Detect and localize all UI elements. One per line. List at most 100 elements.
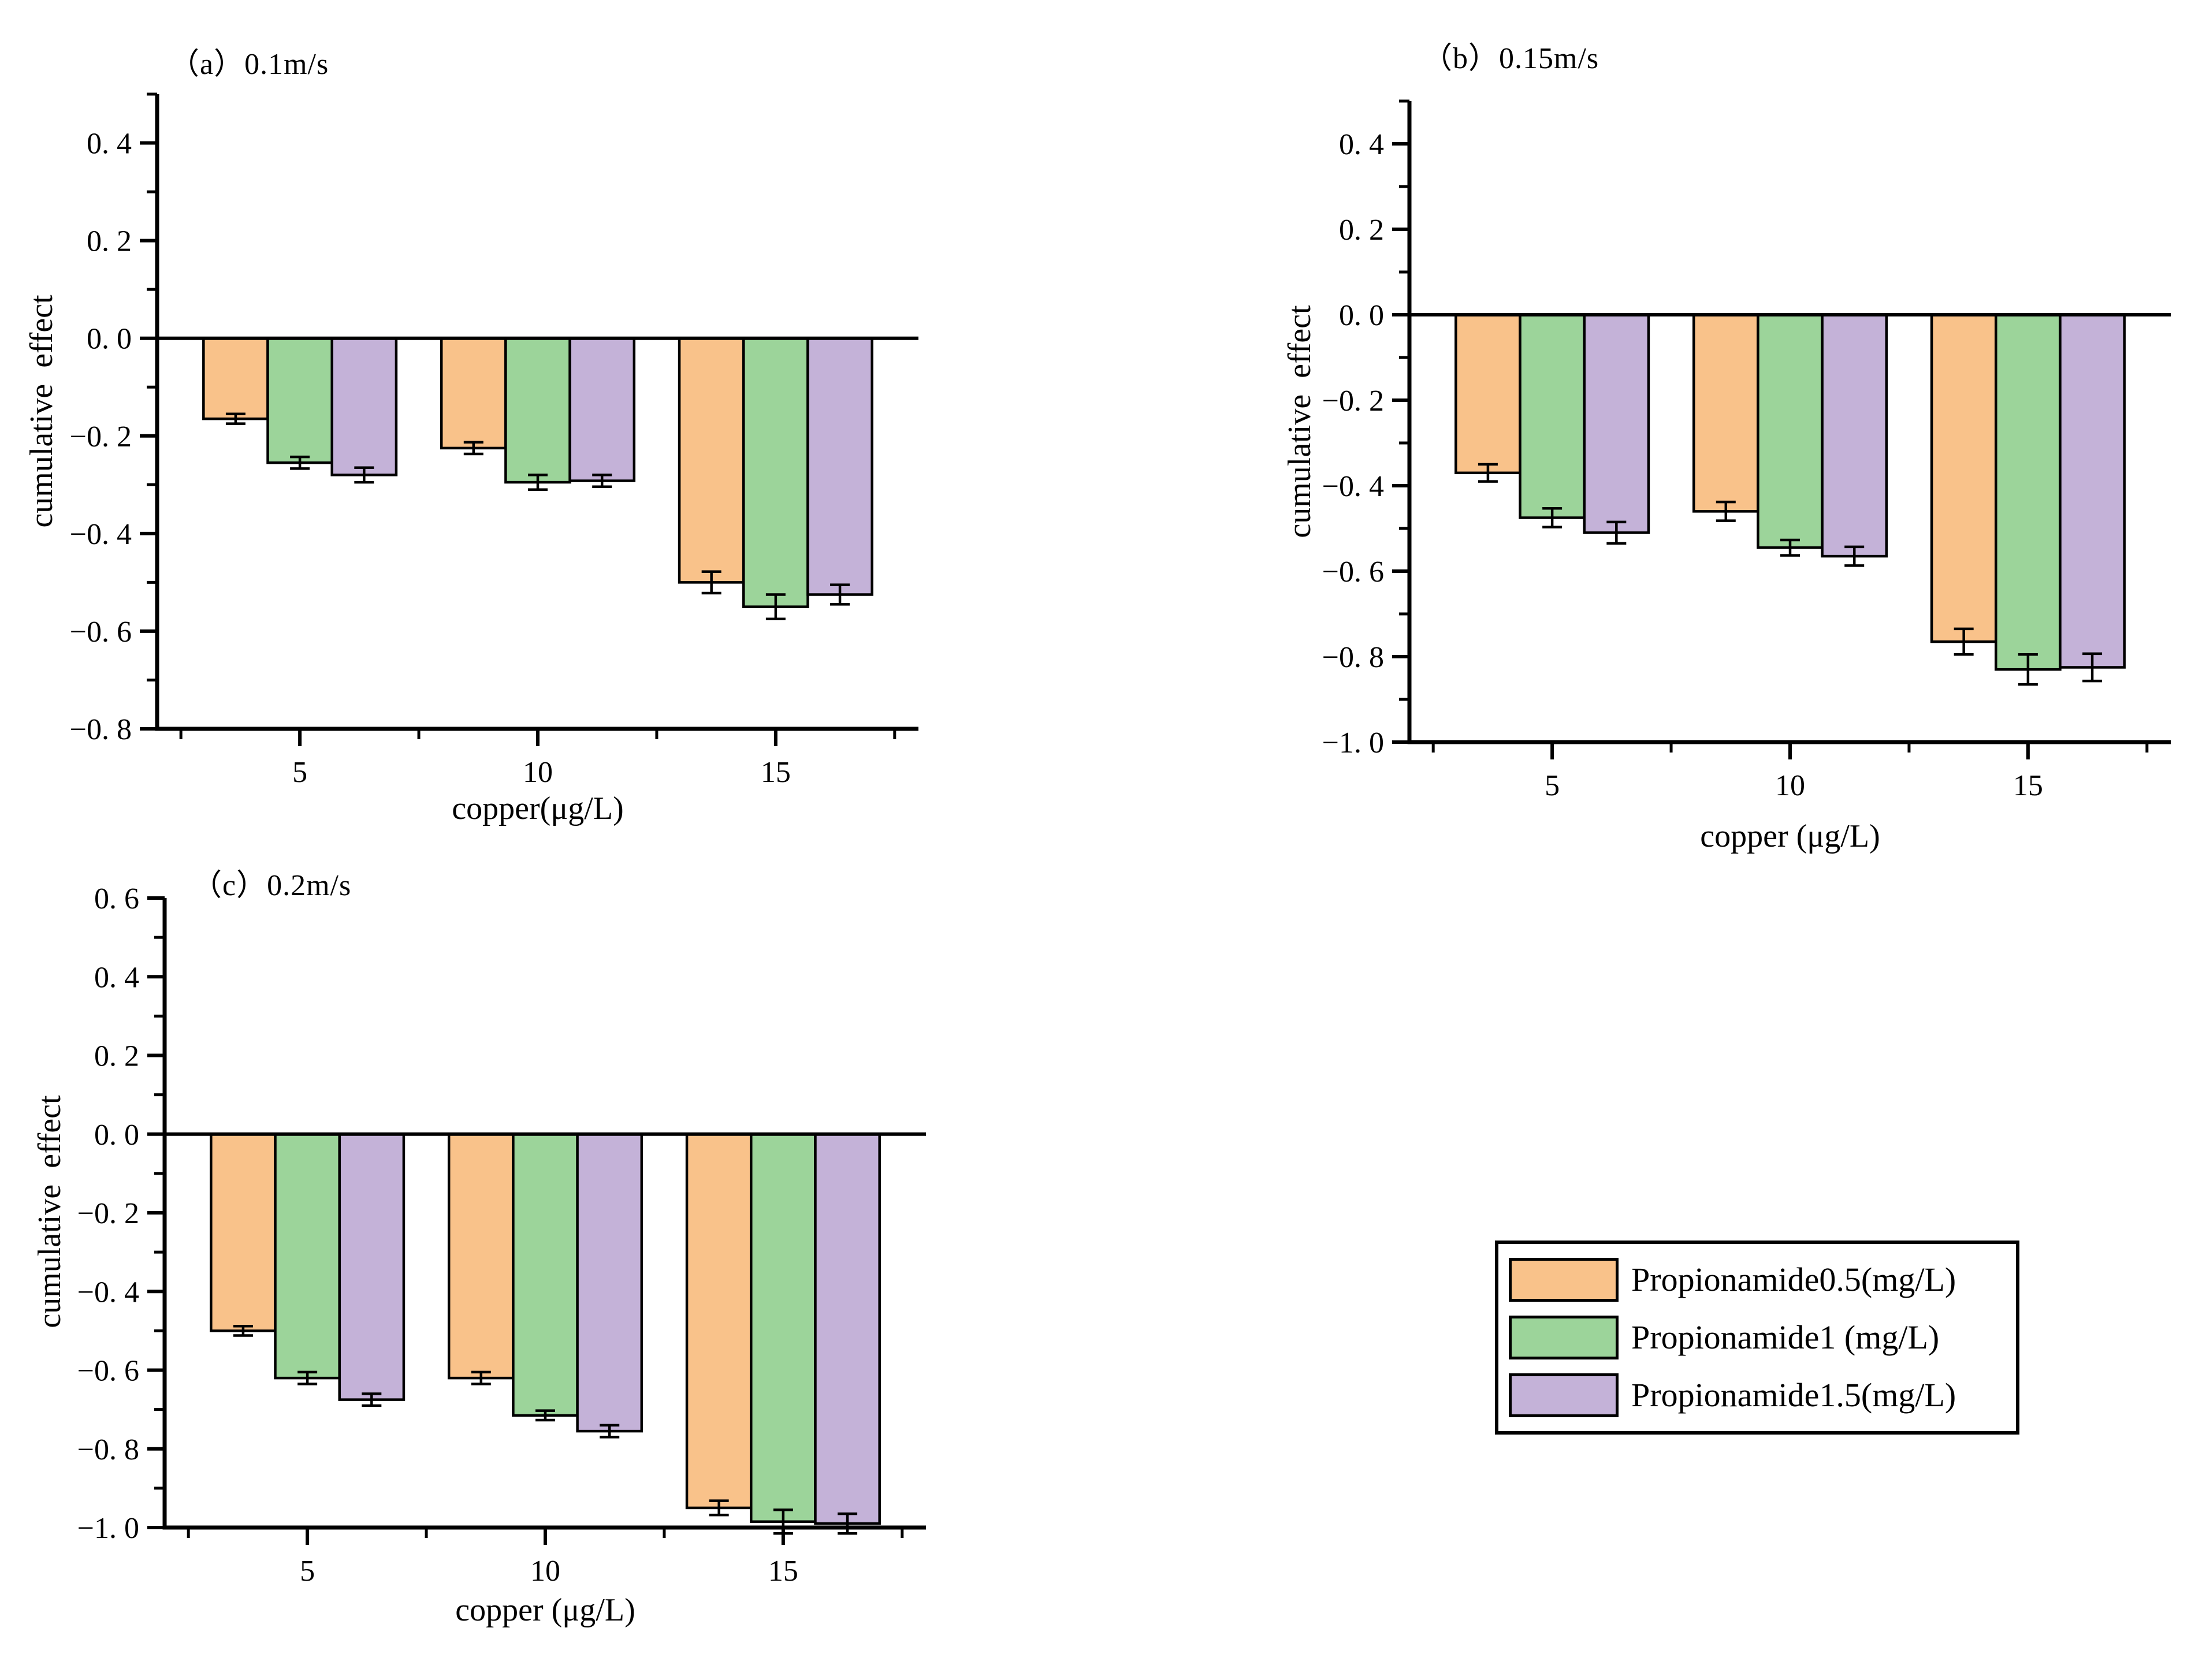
error-bar	[290, 455, 310, 470]
legend-label: Propionamide1.5(mg/L)	[1631, 1376, 1956, 1414]
y-tick-label: 0. 0	[94, 1119, 139, 1152]
bar-a-15-s1	[742, 337, 809, 608]
bar-a-10-s0	[440, 337, 507, 450]
y-tick-label: 0. 0	[87, 323, 132, 356]
bar-b-15-s0	[1930, 313, 1997, 643]
error-bar	[2018, 653, 2038, 686]
chart-a: 0. 4 0. 2 0. 0 −0. 2 −0. 4 −0. 6 −0. 8 5 10 15	[70, 92, 918, 789]
error-bar	[2082, 652, 2103, 683]
error-bar	[471, 1370, 491, 1385]
chart-b: 0. 4 0. 2 0. 0 −0. 2 −0. 4 −0. 6 −0. 8 −1. 0 5 10…	[1322, 99, 2171, 802]
error-bar	[463, 441, 483, 456]
chart-b-title: （b）0.15m/s	[1422, 42, 1599, 75]
bar-c-15-s2	[814, 1133, 881, 1525]
bar-b-5-s0	[1454, 313, 1521, 475]
bar-a-5-s0	[202, 337, 269, 420]
y-tick-label: −0. 4	[1322, 470, 1384, 503]
bar-b-5-s1	[1519, 313, 1586, 519]
chart-a-x-axis-label: copper(μg/L)	[452, 791, 624, 826]
y-tick-label: −0. 6	[70, 616, 132, 649]
error-bar	[1478, 463, 1498, 483]
y-tick-label: 0. 4	[94, 961, 139, 994]
error-bar	[709, 1499, 729, 1517]
y-tick-label: −0. 4	[77, 1276, 139, 1309]
bar-a-15-s2	[806, 337, 873, 596]
y-tick-label: −0. 6	[77, 1355, 139, 1388]
bar-b-5-s2	[1583, 313, 1650, 534]
error-bar	[1542, 506, 1563, 529]
y-tick-label: 0. 4	[87, 128, 132, 161]
y-tick-label: −1. 0	[77, 1512, 139, 1545]
chart-c-x-axis-label: copper (μg/L)	[455, 1592, 635, 1628]
chart-b-x-axis-label: copper (μg/L)	[1700, 818, 1880, 854]
bar-b-15-s2	[2059, 313, 2126, 669]
bar-c-5-s0	[210, 1133, 277, 1332]
y-tick-label: 0. 4	[1339, 128, 1384, 161]
legend-item: Propionamide0.5(mg/L)	[1509, 1253, 2006, 1306]
y-tick-label: −0. 4	[70, 518, 132, 551]
y-tick-label: −0. 8	[1322, 641, 1384, 674]
x-tick-label: 5	[1545, 769, 1560, 802]
error-bar	[1844, 545, 1865, 567]
x-tick-label: 5	[300, 1555, 315, 1588]
error-bar	[1716, 500, 1736, 522]
y-tick-label: −0. 2	[1322, 385, 1384, 418]
error-bar	[701, 570, 721, 595]
y-tick-label: 0. 2	[94, 1040, 139, 1073]
bar-c-10-s0	[447, 1133, 515, 1380]
error-bar	[1606, 520, 1627, 545]
y-tick-label: −0. 8	[77, 1433, 139, 1466]
y-tick-label: 0. 2	[87, 225, 132, 258]
error-bar	[233, 1324, 253, 1337]
legend-swatch-propionamide-0-5-icon	[1509, 1258, 1619, 1302]
error-bar	[1954, 627, 1974, 656]
y-tick-label: 0. 0	[1339, 299, 1384, 332]
error-bar	[354, 466, 374, 484]
error-bar	[600, 1424, 620, 1439]
y-tick-label: −0. 2	[70, 420, 132, 453]
bar-a-5-s2	[330, 337, 398, 476]
x-tick-label: 10	[1775, 769, 1805, 802]
x-tick-label: 15	[768, 1555, 798, 1588]
x-tick-label: 15	[2013, 769, 2043, 802]
error-bar	[528, 474, 548, 491]
error-bar	[765, 593, 786, 621]
chart-a-y-axis-label: cumulative effect	[24, 295, 59, 528]
bar-c-15-s1	[750, 1133, 817, 1523]
bar-c-10-s2	[576, 1133, 643, 1433]
bar-c-10-s1	[512, 1133, 579, 1417]
bar-a-5-s1	[266, 337, 333, 464]
y-tick-label: −1. 0	[1322, 727, 1384, 759]
legend-box: Propionamide0.5(mg/L) Propionamide1 (mg/…	[1495, 1241, 2019, 1435]
y-tick-label: 0. 6	[94, 882, 139, 915]
bar-b-10-s1	[1757, 313, 1824, 549]
bar-b-10-s2	[1821, 313, 1888, 558]
legend-item: Propionamide1.5(mg/L)	[1509, 1369, 2006, 1422]
y-tick-label: −0. 6	[1322, 556, 1384, 588]
legend-label: Propionamide0.5(mg/L)	[1631, 1261, 1956, 1298]
bar-b-10-s0	[1692, 313, 1759, 513]
x-tick-label: 10	[530, 1555, 560, 1588]
y-tick-label: −0. 8	[70, 713, 132, 746]
chart-c: 0. 6 0. 4 0. 2 0. 0 −0. 2 −0. 4 −0. 6 −0. 8 −1. …	[77, 882, 926, 1588]
bar-a-15-s0	[678, 337, 745, 584]
error-bar	[592, 474, 612, 488]
chart-a-title: （a）0.1m/s	[169, 48, 329, 81]
bar-c-5-s2	[338, 1133, 406, 1401]
error-bar	[297, 1370, 318, 1385]
legend-item: Propionamide1 (mg/L)	[1509, 1311, 2006, 1364]
x-tick-label: 10	[523, 756, 553, 789]
legend-label: Propionamide1 (mg/L)	[1631, 1318, 1940, 1356]
bar-c-15-s0	[685, 1133, 753, 1510]
y-tick-label: 0. 2	[1339, 214, 1384, 247]
error-bar	[838, 1512, 858, 1535]
legend-swatch-propionamide-1-5-icon	[1509, 1373, 1619, 1417]
error-bar	[1780, 538, 1800, 557]
bar-c-5-s1	[274, 1133, 341, 1380]
x-tick-label: 5	[292, 756, 307, 789]
bar-b-15-s1	[1995, 313, 2062, 671]
legend-swatch-propionamide-1-icon	[1509, 1316, 1619, 1359]
error-bar	[362, 1392, 382, 1407]
